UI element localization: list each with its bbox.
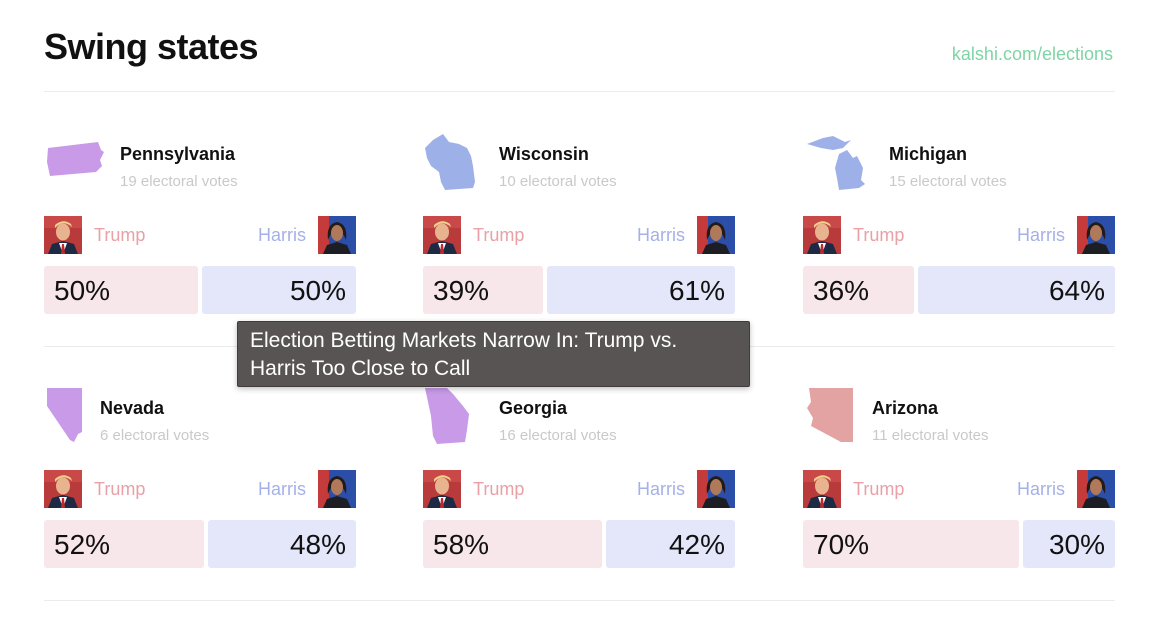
state-name: Michigan bbox=[889, 144, 968, 164]
georgia-map-icon bbox=[423, 386, 485, 448]
arizona-map-icon bbox=[803, 386, 865, 448]
harris-odds: 30% bbox=[1048, 529, 1105, 560]
harris-avatar bbox=[697, 470, 735, 508]
trump-odds: 36% bbox=[813, 275, 870, 306]
divider bbox=[44, 600, 1115, 601]
trump-label: Trump bbox=[473, 225, 525, 245]
trump-odds: 58% bbox=[433, 529, 490, 560]
harris-avatar bbox=[1077, 470, 1115, 508]
state-card-arizona[interactable]: Arizona 11 electoral votes Trump Harris … bbox=[803, 386, 1115, 568]
trump-odds-bar[interactable]: 58% bbox=[423, 520, 602, 568]
harris-odds-bar[interactable]: 48% bbox=[208, 520, 356, 568]
page-title: Swing states bbox=[44, 26, 259, 67]
harris-label: Harris bbox=[1017, 479, 1065, 499]
trump-label: Trump bbox=[473, 479, 525, 499]
harris-odds-bar[interactable]: 64% bbox=[918, 266, 1115, 314]
odds-bar[interactable]: 36% 64% bbox=[803, 266, 1115, 314]
trump-label: Trump bbox=[94, 479, 146, 499]
electoral-votes: 6 electoral votes bbox=[100, 427, 210, 444]
harris-avatar bbox=[318, 470, 356, 508]
state-name: Georgia bbox=[499, 398, 568, 418]
trump-avatar bbox=[44, 216, 82, 254]
odds-bar[interactable]: 39% 61% bbox=[423, 266, 735, 314]
candidate-row: Trump Harris bbox=[44, 216, 356, 254]
harris-label: Harris bbox=[258, 479, 306, 499]
electoral-votes: 11 electoral votes bbox=[872, 427, 989, 444]
headline-tooltip: Election Betting Markets Narrow In: Trum… bbox=[237, 321, 750, 387]
state-name: Pennsylvania bbox=[120, 144, 236, 164]
trump-label: Trump bbox=[94, 225, 146, 245]
odds-bar[interactable]: 58% 42% bbox=[423, 520, 735, 568]
state-name: Nevada bbox=[100, 398, 165, 418]
nevada-map-icon bbox=[44, 386, 106, 448]
candidate-row: Trump Harris bbox=[803, 470, 1115, 508]
candidate-row: Trump Harris bbox=[803, 216, 1115, 254]
candidate-row: Trump Harris bbox=[44, 470, 356, 508]
trump-odds-bar[interactable]: 50% bbox=[44, 266, 198, 314]
divider bbox=[44, 91, 1115, 92]
electoral-votes: 15 electoral votes bbox=[889, 173, 1007, 190]
trump-odds-bar[interactable]: 36% bbox=[803, 266, 914, 314]
kalshi-elections-link[interactable]: kalshi.com/elections bbox=[951, 44, 1113, 64]
harris-label: Harris bbox=[1017, 225, 1065, 245]
harris-odds-bar[interactable]: 50% bbox=[202, 266, 356, 314]
trump-label: Trump bbox=[853, 479, 905, 499]
harris-label: Harris bbox=[637, 479, 685, 499]
state-card-nevada[interactable]: Nevada 6 electoral votes Trump Harris 52… bbox=[44, 386, 356, 568]
electoral-votes: 19 electoral votes bbox=[120, 173, 238, 190]
harris-odds: 61% bbox=[668, 275, 725, 306]
candidate-row: Trump Harris bbox=[423, 470, 735, 508]
electoral-votes: 16 electoral votes bbox=[499, 427, 617, 444]
harris-odds-bar[interactable]: 42% bbox=[606, 520, 735, 568]
harris-odds: 64% bbox=[1048, 275, 1105, 306]
electoral-votes: 10 electoral votes bbox=[499, 173, 617, 190]
odds-bar[interactable]: 52% 48% bbox=[44, 520, 356, 568]
harris-odds-bar[interactable]: 30% bbox=[1023, 520, 1115, 568]
state-card-michigan[interactable]: Michigan 15 electoral votes Trump Harris… bbox=[803, 132, 1115, 314]
trump-odds: 39% bbox=[433, 275, 490, 306]
michigan-map-icon bbox=[803, 132, 865, 194]
state-card-wisconsin[interactable]: Wisconsin 10 electoral votes Trump Harri… bbox=[423, 132, 735, 314]
state-card-pennsylvania[interactable]: Pennsylvania 19 electoral votes Trump Ha… bbox=[44, 132, 356, 314]
harris-avatar bbox=[318, 216, 356, 254]
harris-avatar bbox=[1077, 216, 1115, 254]
pennsylvania-map-icon bbox=[44, 132, 106, 194]
wisconsin-map-icon bbox=[423, 132, 485, 194]
trump-odds-bar[interactable]: 39% bbox=[423, 266, 543, 314]
state-name: Wisconsin bbox=[499, 144, 589, 164]
candidate-row: Trump Harris bbox=[423, 216, 735, 254]
trump-label: Trump bbox=[853, 225, 905, 245]
trump-avatar bbox=[44, 470, 82, 508]
trump-avatar bbox=[803, 216, 841, 254]
trump-avatar bbox=[423, 216, 461, 254]
odds-bar[interactable]: 50% 50% bbox=[44, 266, 356, 314]
trump-odds: 70% bbox=[813, 529, 870, 560]
trump-avatar bbox=[803, 470, 841, 508]
harris-odds: 42% bbox=[668, 529, 725, 560]
state-name: Arizona bbox=[872, 398, 939, 418]
trump-odds: 52% bbox=[54, 529, 111, 560]
trump-odds-bar[interactable]: 52% bbox=[44, 520, 204, 568]
trump-odds: 50% bbox=[54, 275, 111, 306]
trump-avatar bbox=[423, 470, 461, 508]
harris-label: Harris bbox=[258, 225, 306, 245]
harris-odds: 48% bbox=[289, 529, 346, 560]
harris-odds-bar[interactable]: 61% bbox=[547, 266, 735, 314]
state-card-georgia[interactable]: Georgia 16 electoral votes Trump Harris … bbox=[423, 386, 735, 568]
odds-bar[interactable]: 70% 30% bbox=[803, 520, 1115, 568]
trump-odds-bar[interactable]: 70% bbox=[803, 520, 1019, 568]
harris-odds: 50% bbox=[289, 275, 346, 306]
harris-label: Harris bbox=[637, 225, 685, 245]
harris-avatar bbox=[697, 216, 735, 254]
